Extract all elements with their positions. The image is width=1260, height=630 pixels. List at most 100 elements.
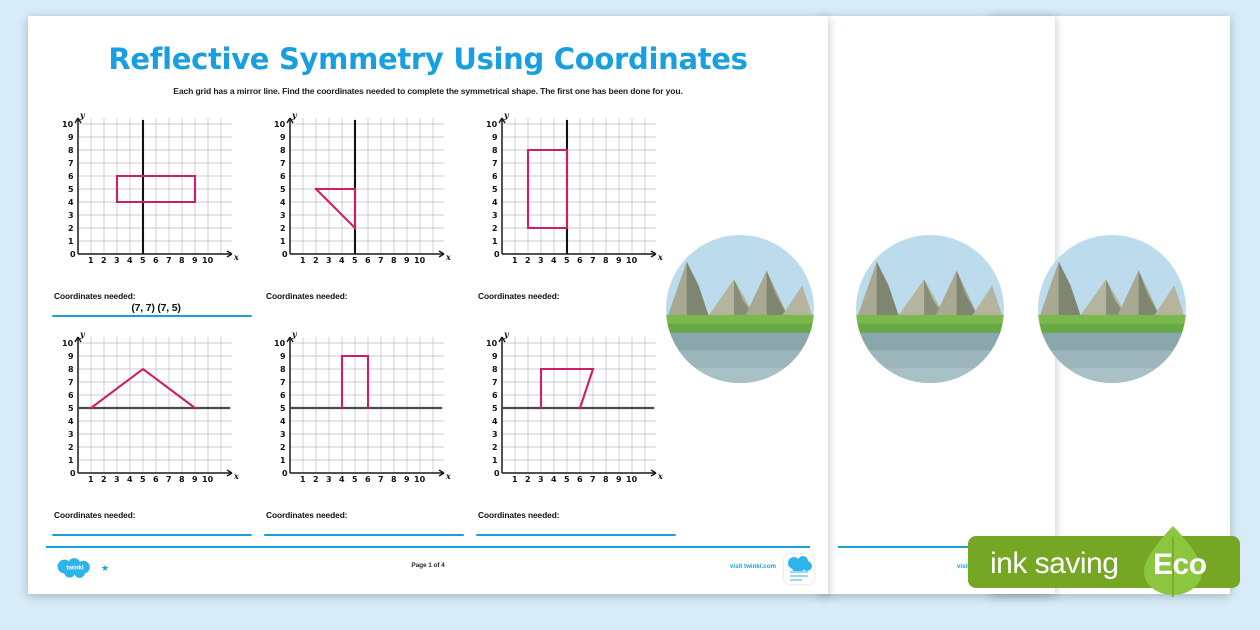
answer-line-5[interactable]	[264, 534, 464, 536]
svg-text:y: y	[79, 329, 86, 339]
svg-text:5: 5	[280, 185, 286, 194]
svg-text:5: 5	[564, 475, 570, 484]
svg-text:2: 2	[313, 475, 319, 484]
svg-text:7: 7	[378, 256, 384, 265]
svg-text:10: 10	[414, 475, 426, 484]
svg-text:7: 7	[492, 378, 498, 387]
answer-value-6[interactable]	[474, 520, 686, 534]
grid-4-chart[interactable]: 0 12 34 56 78 9 10 x 12 34 56 78 910	[50, 329, 244, 501]
svg-text:2: 2	[492, 443, 498, 452]
svg-text:2: 2	[492, 224, 498, 233]
svg-text:8: 8	[68, 146, 74, 155]
svg-text:2: 2	[280, 224, 286, 233]
svg-text:8: 8	[280, 146, 286, 155]
svg-text:6: 6	[280, 172, 286, 181]
svg-text:1: 1	[300, 256, 306, 265]
svg-text:8: 8	[391, 256, 397, 265]
twinkl-logo[interactable]: twinkl	[56, 558, 94, 578]
svg-text:3: 3	[68, 211, 74, 220]
answer-line-6[interactable]	[476, 534, 676, 536]
svg-text:2: 2	[68, 224, 74, 233]
svg-text:5: 5	[140, 256, 146, 265]
svg-text:8: 8	[603, 256, 609, 265]
svg-text:9: 9	[616, 256, 622, 265]
coordinates-needed-label-4: Coordinates needed:	[54, 510, 136, 520]
page-number: Page 1 of 4	[411, 562, 445, 569]
svg-text:9: 9	[404, 256, 410, 265]
svg-text:4: 4	[280, 417, 286, 426]
answer-value-1[interactable]: (7, 7) (7, 5)	[131, 302, 181, 314]
svg-text:7: 7	[280, 159, 286, 168]
svg-text:4: 4	[339, 256, 345, 265]
svg-text:4: 4	[492, 198, 498, 207]
svg-text:3: 3	[280, 211, 286, 220]
grid-2-chart[interactable]: 0 12 34 56 78 9 10 x 12 34 56 78 910	[262, 110, 456, 282]
svg-text:x: x	[445, 252, 451, 262]
svg-text:1: 1	[492, 237, 498, 246]
svg-text:10: 10	[274, 339, 286, 348]
svg-text:2: 2	[280, 443, 286, 452]
leaf-icon	[1144, 526, 1202, 597]
svg-text:4: 4	[68, 417, 74, 426]
svg-text:0: 0	[282, 469, 288, 478]
visit-link[interactable]: visit twinkl.com	[729, 563, 776, 570]
svg-text:8: 8	[492, 365, 498, 374]
svg-text:7: 7	[166, 256, 172, 265]
svg-text:3: 3	[492, 430, 498, 439]
svg-text:0: 0	[494, 469, 500, 478]
svg-text:1: 1	[492, 456, 498, 465]
svg-text:3: 3	[492, 211, 498, 220]
svg-text:0: 0	[70, 469, 76, 478]
svg-text:6: 6	[492, 391, 498, 400]
svg-text:10: 10	[202, 475, 214, 484]
svg-text:x: x	[657, 252, 663, 262]
svg-text:6: 6	[153, 256, 159, 265]
svg-text:1: 1	[512, 256, 518, 265]
svg-text:7: 7	[590, 475, 596, 484]
answer-value-2[interactable]	[262, 301, 474, 315]
svg-text:10: 10	[274, 120, 286, 129]
grid-6-chart[interactable]: 0 12 34 56 78 9 10 x 12 34 56 78 910	[474, 329, 668, 501]
svg-text:6: 6	[153, 475, 159, 484]
svg-text:twinkl: twinkl	[66, 565, 84, 572]
svg-text:9: 9	[404, 475, 410, 484]
svg-text:9: 9	[280, 352, 286, 361]
svg-text:6: 6	[280, 391, 286, 400]
svg-text:x: x	[657, 471, 663, 481]
answer-line-4[interactable]	[52, 534, 252, 536]
grid-3-chart[interactable]: 0 12 34 56 78 9 10 x 12 34 56 78 910	[474, 110, 668, 282]
mountain-lake-icon	[1038, 235, 1186, 383]
answer-line-1[interactable]	[52, 315, 252, 317]
answer-value-3[interactable]	[474, 301, 686, 315]
svg-text:1: 1	[88, 256, 94, 265]
page-subtitle-2: ne for you.	[820, 86, 1055, 96]
svg-text:9: 9	[492, 352, 498, 361]
twinkl-badge[interactable]	[784, 554, 814, 584]
svg-text:6: 6	[68, 172, 74, 181]
svg-text:x: x	[233, 471, 239, 481]
svg-text:7: 7	[68, 378, 74, 387]
answer-value-5[interactable]	[262, 520, 474, 534]
svg-text:0: 0	[282, 250, 288, 259]
page-subtitle: Each grid has a mirror line. Find the co…	[173, 86, 683, 96]
svg-text:3: 3	[114, 475, 120, 484]
page-title: Reflective Symmetry Using Coordinates	[108, 42, 748, 76]
svg-text:9: 9	[68, 133, 74, 142]
svg-text:2: 2	[525, 475, 531, 484]
svg-text:6: 6	[577, 475, 583, 484]
grid-1-chart[interactable]: 0 12 34 56 78 9 10 x 12 34 56 78 910	[50, 110, 244, 282]
grid-5-chart[interactable]: 0 12 34 56 78 9 10 x 12 34 56 78 910	[262, 329, 456, 501]
svg-text:0: 0	[494, 250, 500, 259]
svg-text:5: 5	[492, 404, 498, 413]
answer-value-4[interactable]	[50, 520, 262, 534]
svg-text:10: 10	[626, 256, 638, 265]
